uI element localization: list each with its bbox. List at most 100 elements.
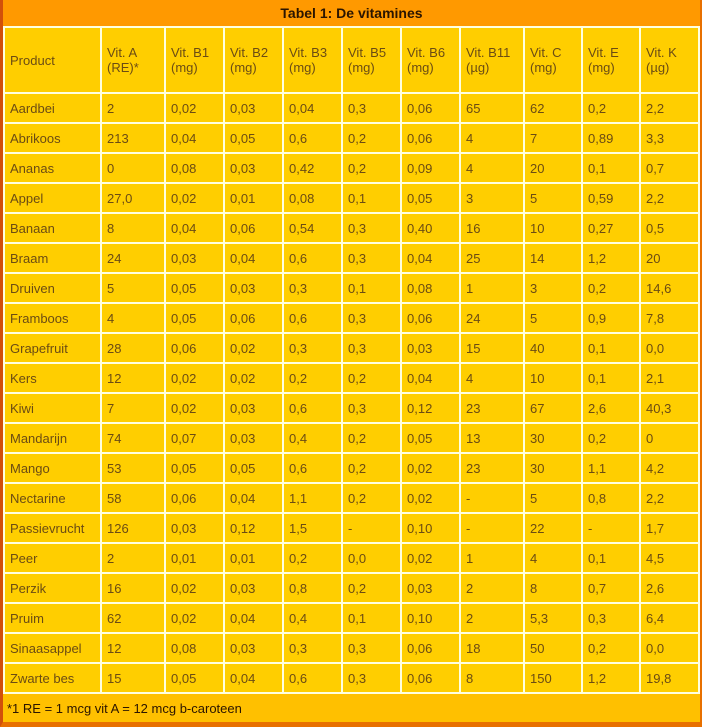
value-cell: 0,42 bbox=[284, 154, 341, 182]
value-cell: 126 bbox=[102, 514, 164, 542]
value-cell: 0,1 bbox=[343, 184, 400, 212]
column-header: Vit. E (mg) bbox=[583, 28, 639, 92]
value-cell: 24 bbox=[102, 244, 164, 272]
table-body: Aardbei 2 0,02 0,03 0,04 0,3 0,06 65 62 0,2 2,2 Abr… bbox=[5, 94, 698, 692]
value-cell: 30 bbox=[525, 424, 581, 452]
table-row: Pruim 62 0,02 0,04 0,4 0,1 0,10 2 5,3 0,3 6,4 bbox=[5, 604, 698, 632]
value-cell: 0,04 bbox=[284, 94, 341, 122]
product-cell: Aardbei bbox=[5, 94, 100, 122]
value-cell: 0,3 bbox=[343, 394, 400, 422]
product-cell: Framboos bbox=[5, 304, 100, 332]
product-cell: Banaan bbox=[5, 214, 100, 242]
value-cell: 0,05 bbox=[166, 664, 223, 692]
value-cell: 1,7 bbox=[641, 514, 698, 542]
value-cell: 0,03 bbox=[225, 574, 282, 602]
value-cell: 0,04 bbox=[225, 484, 282, 512]
value-cell: 0,54 bbox=[284, 214, 341, 242]
value-cell: 0,03 bbox=[166, 514, 223, 542]
value-cell: 0,0 bbox=[343, 544, 400, 572]
table-row: Appel 27,0 0,02 0,01 0,08 0,1 0,05 3 5 0,59 2,2 bbox=[5, 184, 698, 212]
table-title: Tabel 1: De vitamines bbox=[3, 0, 700, 26]
table-row: Passievrucht 126 0,03 0,12 1,5-0,10-22-1,7 bbox=[5, 514, 698, 542]
value-cell: 2,6 bbox=[641, 574, 698, 602]
table-row: Framboos 4 0,05 0,06 0,6 0,3 0,06 24 5 0,9 7,8 bbox=[5, 304, 698, 332]
value-cell: 0,6 bbox=[284, 304, 341, 332]
value-cell: 0,2 bbox=[583, 274, 639, 302]
value-cell: 0,0 bbox=[641, 634, 698, 662]
column-header: Vit. B6 (mg) bbox=[402, 28, 459, 92]
value-cell: 3,3 bbox=[641, 124, 698, 152]
vitamins-table: Product Vit. A (RE)* Vit. B1 (mg) Vit. B2 (… bbox=[3, 26, 700, 694]
value-cell: 67 bbox=[525, 394, 581, 422]
value-cell: 58 bbox=[102, 484, 164, 512]
value-cell: 4 bbox=[461, 364, 523, 392]
column-header: Vit. A (RE)* bbox=[102, 28, 164, 92]
value-cell: 0,2 bbox=[343, 364, 400, 392]
value-cell: 0,2 bbox=[343, 424, 400, 452]
column-header: Vit. K (µg) bbox=[641, 28, 698, 92]
value-cell: 0,3 bbox=[343, 304, 400, 332]
value-cell: 1 bbox=[461, 544, 523, 572]
value-cell: 0,10 bbox=[402, 514, 459, 542]
value-cell: 10 bbox=[525, 364, 581, 392]
value-cell: 27,0 bbox=[102, 184, 164, 212]
value-cell: 16 bbox=[461, 214, 523, 242]
value-cell: 0,05 bbox=[166, 274, 223, 302]
value-cell: 0,1 bbox=[343, 274, 400, 302]
value-cell: 2 bbox=[461, 574, 523, 602]
value-cell: 0,40 bbox=[402, 214, 459, 242]
product-cell: Mango bbox=[5, 454, 100, 482]
value-cell: 0,7 bbox=[583, 574, 639, 602]
value-cell: 0,5 bbox=[641, 214, 698, 242]
value-cell: 7 bbox=[525, 124, 581, 152]
product-cell: Kiwi bbox=[5, 394, 100, 422]
value-cell: 7,8 bbox=[641, 304, 698, 332]
value-cell: 0,06 bbox=[166, 334, 223, 362]
table-row: Grapefruit 28 0,06 0,02 0,3 0,3 0,03 15 40 0,1 0,0 bbox=[5, 334, 698, 362]
product-cell: Perzik bbox=[5, 574, 100, 602]
value-cell: 16 bbox=[102, 574, 164, 602]
value-cell: 0,01 bbox=[225, 544, 282, 572]
value-cell: 14 bbox=[525, 244, 581, 272]
value-cell: 18 bbox=[461, 634, 523, 662]
value-cell: - bbox=[461, 514, 523, 542]
value-cell: 0,2 bbox=[343, 574, 400, 602]
value-cell: 0,03 bbox=[402, 334, 459, 362]
value-cell: 0,1 bbox=[343, 604, 400, 632]
value-cell: 0,05 bbox=[166, 454, 223, 482]
table-row: Kers 12 0,02 0,02 0,2 0,2 0,04 4 10 0,1 2,1 bbox=[5, 364, 698, 392]
value-cell: 6,4 bbox=[641, 604, 698, 632]
value-cell: 0,3 bbox=[343, 94, 400, 122]
value-cell: 2 bbox=[102, 544, 164, 572]
value-cell: 0,01 bbox=[166, 544, 223, 572]
value-cell: 0,3 bbox=[284, 274, 341, 302]
value-cell: 0,03 bbox=[225, 154, 282, 182]
value-cell: 74 bbox=[102, 424, 164, 452]
value-cell: 0,06 bbox=[225, 214, 282, 242]
value-cell: 0,3 bbox=[284, 334, 341, 362]
column-header: Product bbox=[5, 28, 100, 92]
table-row: Braam 24 0,03 0,04 0,6 0,3 0,04 25 14 1,2 20 bbox=[5, 244, 698, 272]
value-cell: 0,4 bbox=[284, 604, 341, 632]
value-cell: 0,3 bbox=[343, 334, 400, 362]
value-cell: 0,05 bbox=[402, 424, 459, 452]
value-cell: 0,12 bbox=[402, 394, 459, 422]
table-row: Aardbei 2 0,02 0,03 0,04 0,3 0,06 65 62 0,2 2,2 bbox=[5, 94, 698, 122]
product-cell: Grapefruit bbox=[5, 334, 100, 362]
value-cell: 8 bbox=[461, 664, 523, 692]
value-cell: 0,04 bbox=[402, 364, 459, 392]
value-cell: 0,02 bbox=[402, 484, 459, 512]
value-cell: 2,6 bbox=[583, 394, 639, 422]
value-cell: 0,06 bbox=[402, 634, 459, 662]
value-cell: 0,6 bbox=[284, 664, 341, 692]
value-cell: 4 bbox=[461, 124, 523, 152]
value-cell: 0,02 bbox=[166, 364, 223, 392]
value-cell: 25 bbox=[461, 244, 523, 272]
value-cell: 0,05 bbox=[225, 454, 282, 482]
value-cell: 0,03 bbox=[225, 634, 282, 662]
column-header: Vit. B2 (mg) bbox=[225, 28, 282, 92]
value-cell: 0,04 bbox=[225, 244, 282, 272]
value-cell: 53 bbox=[102, 454, 164, 482]
value-cell: 8 bbox=[102, 214, 164, 242]
